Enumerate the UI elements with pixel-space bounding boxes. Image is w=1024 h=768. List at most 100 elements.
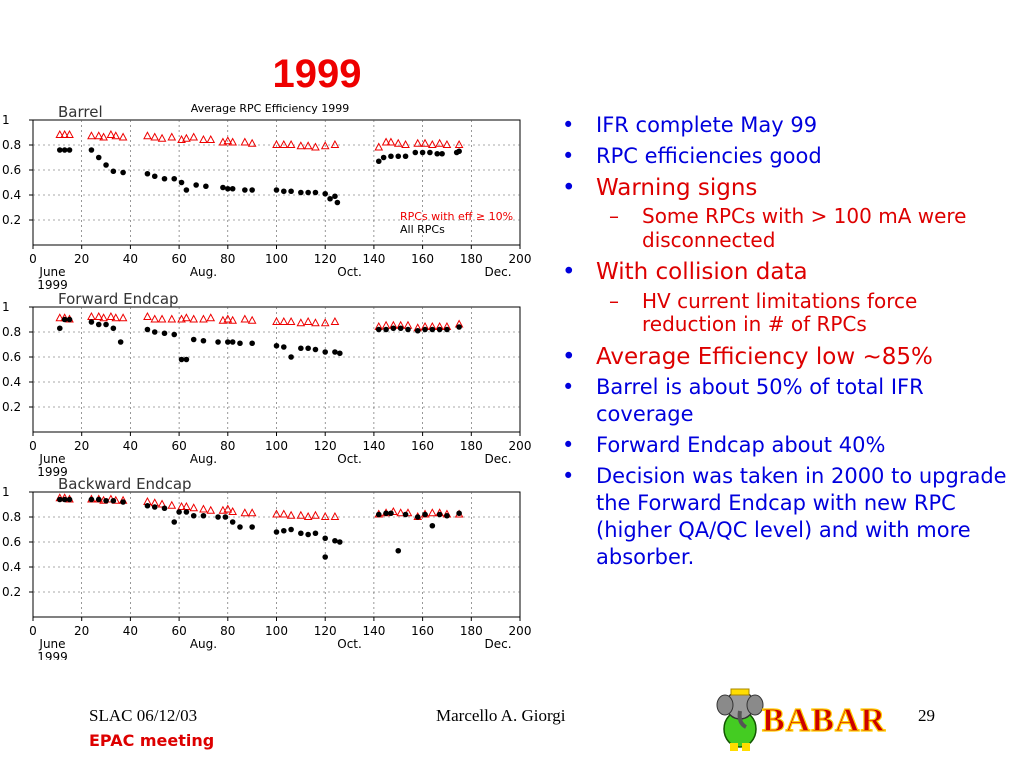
data-point-circle <box>395 547 402 554</box>
babar-logo-text: BABAR <box>762 702 886 739</box>
date-label: Oct. <box>337 265 362 279</box>
bullet-item: • Barrel is about 50% of total IFR covera… <box>562 374 1017 428</box>
y-tick-label: 0.8 <box>2 325 21 339</box>
data-point-circle <box>56 496 63 503</box>
data-point-circle <box>176 509 182 515</box>
data-point-circle <box>322 349 329 355</box>
data-point-triangle <box>435 138 444 147</box>
data-point-circle <box>103 162 109 168</box>
data-point-circle <box>88 147 95 153</box>
data-point-circle <box>144 326 151 333</box>
sub-bullet-text: HV current limitations force reduction i… <box>642 288 918 337</box>
bullet-text: RPC efficiencies good <box>596 143 822 168</box>
data-point-triangle <box>143 311 152 320</box>
data-point-circle <box>337 350 343 357</box>
data-point-triangle <box>381 137 391 146</box>
date-label: June <box>38 265 65 279</box>
x-tick-label: 100 <box>265 439 288 453</box>
data-point-circle <box>288 188 294 195</box>
data-point-triangle <box>223 314 233 323</box>
data-point-triangle <box>167 132 177 141</box>
bullet-item: • Average Efficiency low ~85% <box>562 343 1017 372</box>
data-point-circle <box>332 349 338 355</box>
x-tick-label: 160 <box>411 624 434 638</box>
bullet-text: Forward Endcap about 40% <box>596 433 886 458</box>
chart-panel: 0 20 40 60 80 100 120 140 160 180 200 0.2 0.4 0.6 0.8 1… <box>2 290 531 479</box>
data-point-triangle <box>177 314 186 323</box>
y-tick-label: 0.8 <box>2 138 21 152</box>
data-point-triangle <box>150 132 160 141</box>
bullet-item: • IFR complete May 99 <box>562 112 1017 139</box>
y-tick-label: 0.4 <box>2 375 21 389</box>
data-point-triangle <box>182 133 191 142</box>
data-point-triangle <box>393 138 403 147</box>
x-tick-label: 0 <box>29 439 37 453</box>
data-point-circle <box>249 187 255 193</box>
date-label: Aug. <box>190 452 217 466</box>
data-point-circle <box>120 169 126 176</box>
footer-meeting: EPAC meeting <box>89 731 215 750</box>
data-point-circle <box>312 530 319 537</box>
data-point-circle <box>305 531 311 538</box>
data-point-circle <box>273 187 280 193</box>
data-point-circle <box>456 510 462 517</box>
data-point-circle <box>161 330 168 337</box>
data-point-triangle <box>55 129 65 138</box>
sub-bullet-item: – Some RPCs with > 100 mA were disconnect… <box>562 204 1017 252</box>
data-point-triangle <box>87 131 96 140</box>
data-point-circle <box>414 327 421 334</box>
data-point-triangle <box>206 313 216 322</box>
data-point-triangle <box>228 137 238 146</box>
x-tick-label: 60 <box>171 624 186 638</box>
data-point-triangle <box>303 511 313 520</box>
data-point-circle <box>229 339 236 345</box>
data-point-circle <box>444 512 450 519</box>
data-point-circle <box>190 512 197 519</box>
data-point-triangle <box>330 139 340 148</box>
data-point-circle <box>178 179 185 186</box>
bullet-dot: • <box>562 259 576 286</box>
x-tick-label: 20 <box>74 624 89 638</box>
x-tick-label: 80 <box>220 252 235 266</box>
date-label: 1999 <box>37 465 68 479</box>
data-point-circle <box>66 147 73 153</box>
data-point-triangle <box>218 137 228 146</box>
data-point-triangle <box>199 134 208 143</box>
x-tick-label: 160 <box>411 252 434 266</box>
x-tick-label: 0 <box>29 252 37 266</box>
data-point-circle <box>322 190 329 197</box>
data-point-triangle <box>87 311 96 320</box>
x-tick-label: 200 <box>509 624 532 638</box>
data-point-circle <box>61 496 68 503</box>
data-point-circle <box>242 187 248 193</box>
data-point-circle <box>183 509 190 515</box>
data-point-triangle <box>240 314 250 323</box>
x-tick-label: 200 <box>509 252 532 266</box>
date-label: June <box>38 637 65 651</box>
x-tick-label: 100 <box>265 252 288 266</box>
data-point-circle <box>229 519 236 525</box>
data-point-circle <box>200 512 207 519</box>
bullet-text: Warning signs <box>596 174 758 201</box>
data-point-circle <box>288 526 294 533</box>
data-point-circle <box>419 149 426 156</box>
data-point-circle <box>88 319 95 325</box>
data-point-triangle <box>286 510 296 519</box>
data-point-triangle <box>206 505 216 514</box>
data-point-triangle <box>296 510 306 519</box>
data-point-circle <box>322 535 329 542</box>
data-point-circle <box>434 150 441 157</box>
sub-bullet-item: – HV current limitations force reduction … <box>562 288 1017 337</box>
data-point-triangle <box>442 139 452 148</box>
x-tick-label: 120 <box>314 624 337 638</box>
data-point-triangle <box>94 131 104 140</box>
data-point-circle <box>229 185 236 192</box>
data-point-triangle <box>189 132 199 141</box>
data-point-circle <box>456 148 462 155</box>
data-point-circle <box>151 173 158 180</box>
data-point-triangle <box>60 129 69 138</box>
data-point-triangle <box>296 141 306 150</box>
data-point-triangle <box>206 134 216 143</box>
x-tick-label: 140 <box>362 252 385 266</box>
data-point-circle <box>402 511 409 518</box>
